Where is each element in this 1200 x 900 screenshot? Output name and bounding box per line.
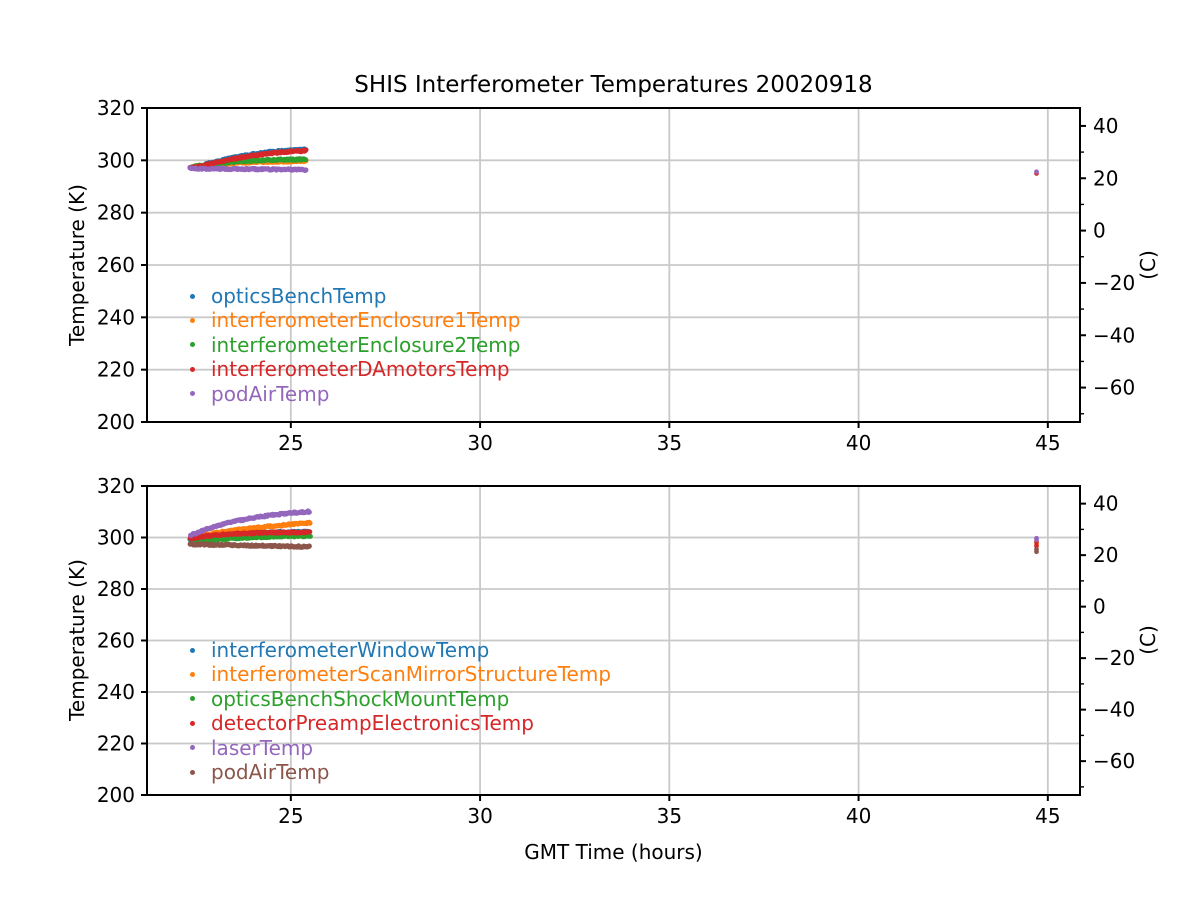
legend-item-interferometerEnclosure2Temp: interferometerEnclosure2Temp: [188, 333, 520, 357]
axes-top: 25 30 35 40 4520022024026028030032040200−20−…: [97, 96, 1135, 455]
x-tick-label: 45: [1035, 804, 1060, 828]
top-legend: opticsBenchTemp interferometerEnclosure1T…: [188, 284, 520, 406]
bottom-ylabel-left: Temperature (K): [65, 559, 89, 721]
legend-item-interferometerDAmotorsTemp: interferometerDAmotorsTemp: [188, 357, 520, 381]
y-tick-label-right: −60: [1093, 749, 1135, 773]
y-tick-label-right: −20: [1093, 271, 1135, 295]
grid: [147, 108, 1080, 422]
legend-marker-dot-icon: [190, 647, 195, 653]
y-tick-label-right: 0: [1093, 219, 1106, 243]
x-tick-label: 30: [467, 804, 492, 828]
x-axis-label: GMT Time (hours): [524, 840, 703, 864]
x-ticks: 25 30 35 40 45: [278, 795, 1061, 828]
series-podAirTemp: [187, 541, 1039, 555]
legend-item-interferometerWindowTemp: interferometerWindowTemp: [188, 638, 611, 662]
legend-label: interferometerScanMirrorStructureTemp: [211, 662, 612, 687]
legend-marker-dot-icon: [190, 366, 195, 372]
y-tick-label-left: 200: [97, 783, 135, 807]
y-ticks-left: 200 220 240 260 280 300 320: [97, 474, 147, 807]
legend-item-podAirTemp: podAirTemp: [188, 382, 520, 406]
x-ticks: 25 30 35 40 45: [278, 422, 1061, 455]
y-tick-label-left: 220: [97, 732, 135, 756]
legend-item-detectorPreampElectronicsTemp: detectorPreampElectronicsTemp: [188, 711, 611, 735]
series-detectorPreampElectronicsTemp: [187, 529, 1039, 549]
legend-marker-dot-icon: [190, 769, 195, 775]
y-tick-label-left: 280: [97, 201, 135, 225]
x-tick-label: 35: [657, 431, 682, 455]
y-tick-label-left: 300: [97, 526, 135, 550]
top-ylabel-left: Temperature (K): [65, 184, 89, 346]
y-ticks-right: 40 20 0 −20 −40 −60: [1080, 114, 1135, 415]
legend-item-laserTemp: laserTemp: [188, 736, 611, 760]
chart-title: SHIS Interferometer Temperatures 2002091…: [354, 72, 873, 98]
y-tick-label-right: −20: [1093, 646, 1135, 670]
y-tick-label-left: 240: [97, 680, 135, 704]
y-tick-label-left: 320: [97, 474, 135, 498]
legend-label: opticsBenchTemp: [211, 284, 387, 308]
x-tick-label: 40: [846, 431, 871, 455]
axes-bottom: 25 30 35 40 4520022024026028030032040200−20−…: [97, 474, 1135, 828]
top-ylabel-right: (C): [1136, 250, 1160, 280]
y-tick-label-right: 40: [1093, 492, 1118, 516]
legend-item-opticsBenchShockMountTemp: opticsBenchShockMountTemp: [188, 687, 611, 711]
y-tick-label-left: 220: [97, 358, 135, 382]
y-tick-label-right: 20: [1093, 166, 1118, 190]
legend-label: podAirTemp: [211, 381, 330, 406]
legend-label: detectorPreampElectronicsTemp: [211, 711, 534, 736]
legend-marker-dot-icon: [190, 672, 195, 678]
legend-label: podAirTemp: [211, 759, 330, 784]
legend-marker-dot-icon: [190, 391, 195, 397]
y-tick-label-left: 300: [97, 148, 135, 172]
y-tick-label-left: 320: [97, 96, 135, 120]
y-tick-label-left: 260: [97, 253, 135, 277]
y-tick-label-right: −40: [1093, 698, 1135, 722]
y-tick-label-left: 280: [97, 577, 135, 601]
x-tick-label: 40: [846, 804, 871, 828]
x-tick-label: 35: [657, 804, 682, 828]
y-ticks-left: 200 220 240 260 280 300 320: [97, 96, 147, 434]
legend-item-opticsBenchTemp: opticsBenchTemp: [188, 284, 520, 308]
legend-marker-dot-icon: [190, 318, 195, 324]
series-interferometerDAmotorsTemp: [187, 147, 1039, 176]
legend-label: interferometerEnclosure2Temp: [211, 332, 521, 357]
legend-marker-dot-icon: [190, 696, 195, 702]
y-tick-label-left: 240: [97, 305, 135, 329]
y-tick-label-right: −60: [1093, 376, 1135, 400]
series-podAirTemp: [187, 165, 1039, 175]
legend-marker-dot-icon: [190, 293, 195, 299]
y-tick-label-left: 260: [97, 629, 135, 653]
legend-item-interferometerEnclosure1Temp: interferometerEnclosure1Temp: [188, 308, 520, 332]
legend-marker-dot-icon: [190, 745, 195, 751]
x-tick-label: 30: [467, 431, 492, 455]
legend-label: laserTemp: [211, 735, 314, 760]
legend-label: interferometerWindowTemp: [211, 638, 490, 662]
legend-label: interferometerDAmotorsTemp: [211, 357, 510, 382]
series-interferometerScanMirrorStructureTemp: [188, 519, 1039, 547]
legend-label: opticsBenchShockMountTemp: [211, 686, 510, 711]
y-ticks-right: 40 20 0 −20 −40 −60: [1080, 492, 1135, 788]
legend-item-podAirTemp: podAirTemp: [188, 760, 611, 784]
x-tick-label: 25: [278, 804, 303, 828]
x-tick-label: 25: [278, 431, 303, 455]
y-tick-label-right: 0: [1093, 595, 1106, 619]
bottom-ylabel-right: (C): [1136, 625, 1160, 655]
legend-marker-dot-icon: [190, 720, 195, 726]
legend-item-interferometerScanMirrorStructureTemp: interferometerScanMirrorStructureTemp: [188, 662, 611, 686]
y-tick-label-right: −40: [1093, 323, 1135, 347]
bottom-legend: interferometerWindowTemp interferometerSc…: [188, 638, 611, 784]
y-tick-label-right: 40: [1093, 114, 1118, 138]
y-tick-label-right: 20: [1093, 543, 1118, 567]
series-laserTemp: [188, 508, 1039, 543]
grid: [147, 486, 1080, 795]
legend-label: interferometerEnclosure1Temp: [211, 308, 521, 333]
legend-marker-dot-icon: [190, 342, 195, 348]
x-tick-label: 45: [1035, 431, 1060, 455]
y-tick-label-left: 200: [97, 410, 135, 434]
